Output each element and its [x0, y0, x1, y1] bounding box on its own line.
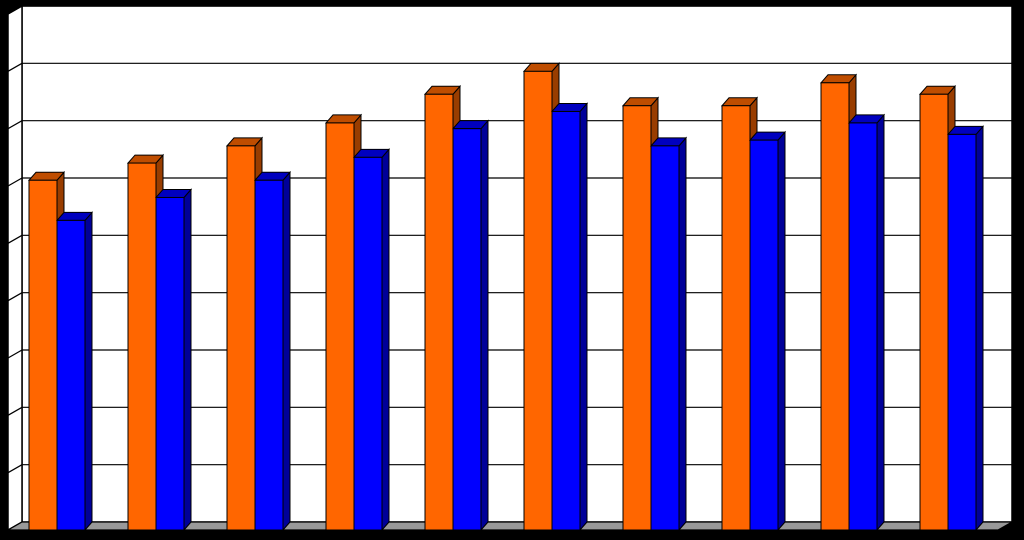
bar-front [155, 196, 185, 531]
bar-front [353, 156, 383, 531]
bar-side [777, 130, 786, 532]
bar [352, 148, 391, 532]
bar-side [579, 102, 588, 532]
bar-front [749, 139, 779, 531]
bar [550, 102, 589, 532]
bar-front [919, 93, 949, 531]
gridline-side [7, 349, 23, 359]
bar-side [183, 188, 192, 532]
bar [55, 211, 94, 532]
gridline-side [7, 120, 23, 130]
bar-side [84, 211, 93, 532]
gridline-side [7, 464, 23, 474]
bar-front [424, 93, 454, 531]
bar [451, 119, 490, 532]
bar-front [848, 122, 878, 531]
bar-side [678, 136, 687, 532]
gridline-side [7, 406, 23, 416]
bar-side [876, 113, 885, 532]
gridline-side [7, 177, 23, 187]
bar-group [27, 62, 985, 532]
gridline-side [7, 292, 23, 302]
bar-front [254, 179, 284, 531]
bar [649, 136, 688, 532]
bar [946, 125, 985, 532]
bar-front [650, 145, 680, 531]
bar-front [947, 133, 977, 531]
side-wall [7, 4, 23, 532]
bar-front [622, 105, 652, 531]
bar [154, 188, 193, 532]
bar-front [523, 70, 553, 531]
bar [847, 113, 886, 532]
bar-front [226, 145, 256, 531]
bar-front [551, 110, 581, 531]
bar-side [381, 148, 390, 532]
bar-front [325, 122, 355, 531]
bar-side [975, 125, 984, 532]
bar-front [56, 219, 86, 531]
gridline-side [7, 62, 23, 72]
bar-front [28, 179, 58, 531]
bar [748, 130, 787, 532]
bar-front [452, 128, 482, 531]
bar-side [282, 170, 291, 532]
gridline-side [7, 5, 23, 15]
bar-front [820, 82, 850, 531]
gridline-side [7, 234, 23, 244]
bar-front [127, 162, 157, 531]
bar-front [721, 105, 751, 531]
bar-side [480, 119, 489, 532]
bar [253, 170, 292, 532]
